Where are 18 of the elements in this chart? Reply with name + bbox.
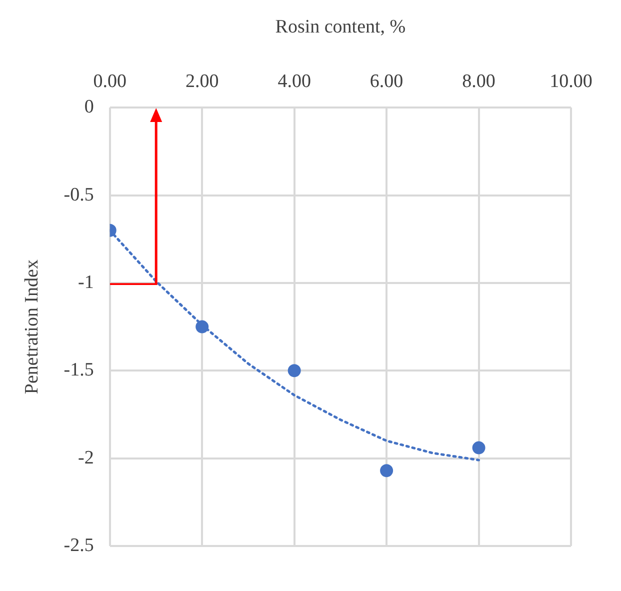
point <box>472 441 486 454</box>
x-axis-title: Rosin content, % <box>275 16 406 38</box>
x-tick-label: 10.00 <box>550 71 592 92</box>
y-tick-label: 0 <box>84 96 94 118</box>
y-tick-label: -0.5 <box>64 184 94 206</box>
point <box>288 364 301 378</box>
y-tick-label: -1.5 <box>64 360 94 381</box>
y-tick-label: -2 <box>78 447 94 468</box>
point <box>196 320 209 334</box>
x-tick-label: 8.00 <box>462 71 496 92</box>
point <box>380 464 394 478</box>
y-axis-title: Penetration Index <box>21 259 42 394</box>
x-tick-label: 2.00 <box>185 71 219 92</box>
x-tick-label: 4.00 <box>278 71 311 92</box>
y-tick-label: -1 <box>78 272 94 293</box>
x-tick-label: 6.00 <box>370 71 404 92</box>
x-tick-label: 0.00 <box>93 71 126 92</box>
y-tick-label: -2.5 <box>64 534 94 556</box>
